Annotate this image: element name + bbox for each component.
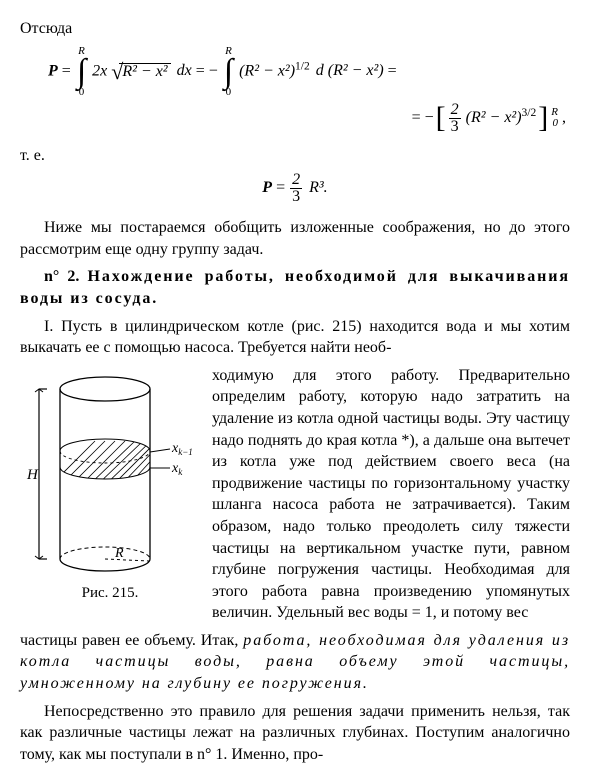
comma-1: , (562, 109, 566, 126)
eq-sign: = (62, 62, 71, 79)
label-H: H (26, 467, 39, 483)
diff-d: d (R² − x²) (316, 62, 384, 79)
frac-2-3-a: 2 3 (449, 102, 461, 135)
para-2a: I. Пусть в цилиндрическом котле (рис. 21… (20, 316, 570, 359)
section-heading: n° 2. Нахождение работы, необходимой для… (20, 266, 570, 309)
eq-sign-2: = (196, 62, 205, 79)
eq-sign-5: = (276, 179, 285, 196)
lead-word: Отсюда (20, 18, 570, 40)
pow-body-2: (R² − x²) (466, 109, 522, 126)
paragraph-intro: Ниже мы постараемся обобщить изложенные … (20, 217, 570, 260)
frac-2-3-b: 2 3 (290, 172, 302, 205)
eq-sign-4: = (412, 109, 421, 126)
integrand-2x: 2x (92, 62, 107, 79)
exp-three-half: 3/2 (522, 106, 537, 118)
equation-block: P = R ∫ 0 2x √R² − x² dx = − R ∫ 0 (R² −… (20, 46, 570, 135)
section-num: n° 2. (44, 268, 88, 285)
dx-1: dx (177, 62, 192, 79)
para-2c-plain: частицы равен ее объему. Итак, (20, 632, 243, 649)
var-P-2: P (262, 179, 272, 196)
eval-limits: R 0 (551, 107, 558, 129)
exp-half-1: 1/2 (295, 60, 310, 72)
label-R: R (114, 546, 124, 561)
pow-body-1: (R² − x²) (239, 62, 295, 79)
figure-215: H xk−1 xk R Рис. 215. (20, 369, 200, 603)
label-xk: xk (171, 461, 183, 477)
cylinder-diagram: H xk−1 xk R (25, 369, 195, 579)
para-2c: частицы равен ее объему. Итак, работа, н… (20, 630, 570, 695)
sqrt-expr: √R² − x² (111, 61, 170, 83)
section-title: Нахождение работы, необходимой для выкач… (20, 268, 570, 307)
integral-2: R ∫ 0 (224, 46, 233, 98)
label-xk1: xk−1 (171, 441, 193, 457)
R-cubed: R³. (309, 179, 328, 196)
neg-2: − (425, 109, 434, 126)
var-P: P (48, 62, 58, 79)
ie-text: т. е. (20, 145, 570, 167)
figure-caption: Рис. 215. (20, 583, 200, 603)
para-3: Непосредственно это правило для решения … (20, 701, 570, 766)
formula-result: P = 2 3 R³. (20, 172, 570, 205)
left-bracket: [ (436, 103, 446, 133)
integral-1: R ∫ 0 (77, 46, 86, 98)
right-bracket: ] (538, 103, 548, 133)
eq-sign-3: = (388, 62, 397, 79)
neg-1: − (209, 62, 218, 79)
